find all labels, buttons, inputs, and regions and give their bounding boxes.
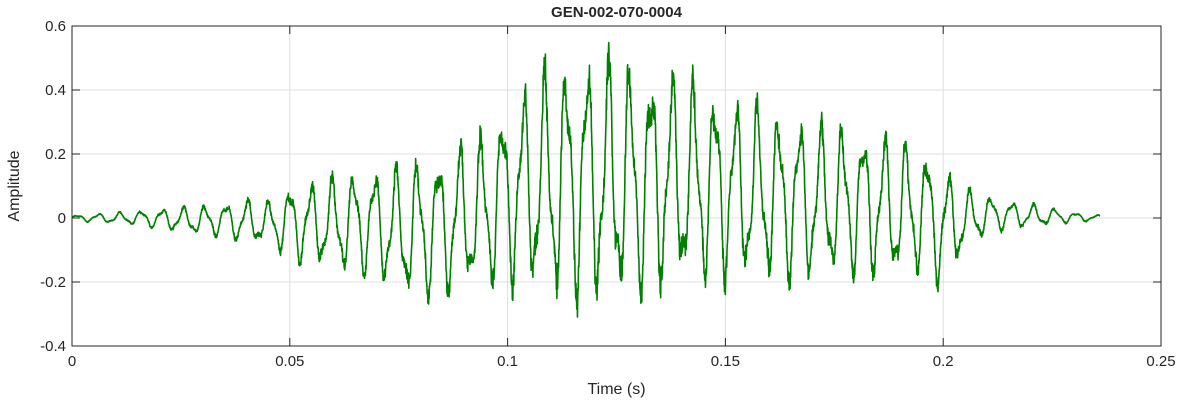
y-tick-label: -0.4	[40, 338, 66, 355]
y-tick-label: 0.2	[45, 146, 66, 163]
y-tick-label: -0.2	[40, 274, 66, 291]
x-tick-label: 0.15	[711, 353, 740, 370]
x-tick-label: 0.1	[497, 353, 518, 370]
y-tick-label: 0.6	[45, 18, 66, 35]
x-tick-label: 0.2	[933, 353, 954, 370]
plot-area	[72, 26, 1161, 346]
y-tick-label: 0	[58, 210, 66, 227]
signal-series-line	[71, 41, 1101, 318]
ticks: 0 0.05 0.1 0.15 0.2 0.25 -0.4 -0.2 0 0.2 0.4 0.6	[40, 18, 1175, 370]
x-tick-label: 0.25	[1146, 353, 1175, 370]
x-tick-label: 0.05	[275, 353, 304, 370]
x-axis-label: Time (s)	[587, 381, 645, 398]
chart-title: GEN-002-070-0004	[551, 4, 683, 21]
y-tick-label: 0.4	[45, 82, 66, 99]
y-axis-label: Amplitude	[6, 150, 23, 221]
x-tick-label: 0	[68, 353, 76, 370]
plot-frame	[71, 25, 1162, 347]
